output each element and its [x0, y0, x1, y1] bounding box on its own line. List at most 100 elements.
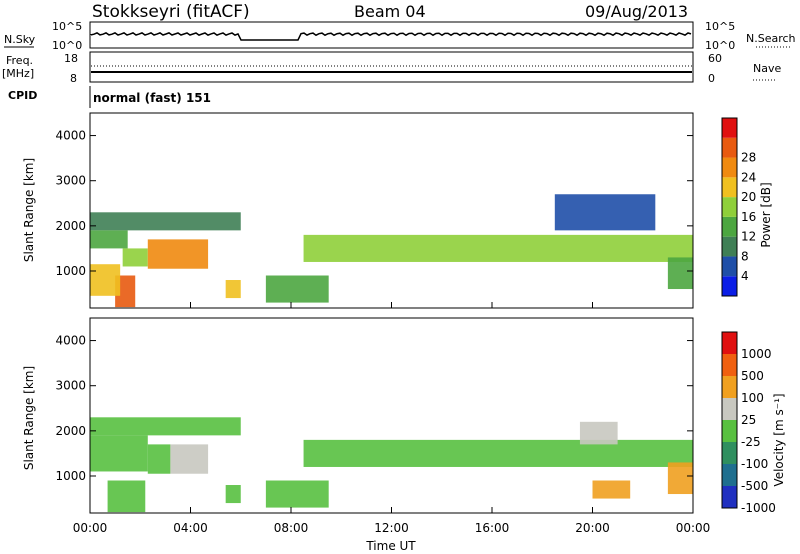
nsky-tick-bottom-right: 10^0: [705, 39, 735, 52]
velocity-panel: 1000 2000 3000 4000 Slant Range [km]: [22, 317, 694, 514]
colorbar-tick-label: 25: [741, 413, 756, 427]
colorbar-swatch: [722, 177, 737, 198]
colorbar-swatch: [722, 157, 737, 178]
nsky-panel: N.Sky 10^5 10^0 10^5 10^0 N.Search: [4, 20, 796, 52]
power-region-10: [667, 257, 693, 290]
y-tick-label: 1000: [55, 469, 86, 483]
velocity-y-axis: 1000 2000 3000 4000: [55, 334, 693, 483]
x-tick-label: 16:00: [475, 521, 510, 535]
nsky-tick-top-right: 10^5: [705, 20, 735, 33]
nsky-trace: [90, 32, 692, 41]
velocity-region-2: [147, 444, 171, 474]
velocity-region-1: [90, 435, 148, 472]
y-tick-label: 4000: [55, 334, 86, 348]
freq-tick-top-left: 18: [64, 52, 78, 65]
x-tick-label: 00:00: [676, 521, 711, 535]
colorbar-swatch: [722, 442, 737, 464]
x-tick-label: 12:00: [374, 521, 409, 535]
power-region-2: [122, 248, 148, 267]
cpid-label: CPID: [8, 89, 37, 102]
power-region-9: [265, 275, 329, 303]
colorbar-tick-label: -500: [741, 479, 768, 493]
colorbar-swatch: [722, 332, 737, 354]
velocity-region-3: [170, 444, 209, 474]
power-colorbar: 4 8 12 16 20 24 28 Power [dB]: [721, 117, 773, 297]
y-tick-label: 1000: [55, 264, 86, 278]
colorbar-swatch: [722, 216, 737, 237]
x-tick-label: 08:00: [274, 521, 309, 535]
nave-label: Nave: [753, 62, 781, 75]
colorbar-tick-label: 8: [741, 249, 749, 263]
power-region-0: [90, 212, 241, 231]
velocity-region-5: [225, 485, 241, 504]
power-y-label: Slant Range [km]: [22, 158, 36, 262]
colorbar-tick-label: 24: [741, 170, 756, 184]
power-region-7: [303, 234, 693, 262]
y-tick-label: 4000: [55, 129, 86, 143]
x-tick-label: 00:00: [73, 521, 108, 535]
freq-tick-top-right: 60: [708, 52, 722, 65]
freq-label-line2: [MHz]: [2, 67, 34, 80]
colorbar-tick-label: -25: [741, 435, 761, 449]
nsky-tick-bottom-left: 10^0: [52, 39, 82, 52]
power-region-1: [90, 230, 128, 249]
colorbar-swatch: [722, 420, 737, 442]
velocity-region-6: [303, 439, 693, 467]
nsky-label: N.Sky: [4, 33, 36, 46]
velocity-y-label: Slant Range [km]: [22, 366, 36, 470]
velocity-region-4: [107, 480, 146, 513]
cpid-mode: normal (fast) 151: [93, 91, 211, 105]
velocity-colorbar-swatches: [721, 331, 738, 509]
y-tick-label: 2000: [55, 219, 86, 233]
colorbar-swatch: [722, 236, 737, 257]
colorbar-swatch: [722, 354, 737, 376]
y-tick-label: 3000: [55, 379, 86, 393]
power-region-6: [225, 280, 241, 299]
colorbar-swatch: [722, 376, 737, 398]
time-axis: 00:00 04:00 08:00 12:00 16:00 20:00 00:00: [73, 302, 711, 535]
beam-title: Beam 04: [354, 2, 426, 21]
colorbar-swatch: [722, 276, 737, 296]
velocity-region-8: [579, 421, 618, 445]
power-panel: 1000 2000 3000 4000 Slant Range [km]: [22, 112, 694, 309]
colorbar-tick-label: 4: [741, 269, 749, 283]
freq-panel: Freq. [MHz] 18 8 60 0 Nave CPID normal (…: [2, 51, 781, 108]
power-region-8: [554, 194, 656, 231]
x-axis-label: Time UT: [365, 539, 416, 553]
colorbar-swatch: [722, 398, 737, 420]
colorbar-tick-label: 28: [741, 151, 756, 165]
power-region-3: [147, 239, 209, 269]
velocity-region-7: [265, 480, 329, 508]
y-tick-label: 2000: [55, 424, 86, 438]
x-tick-label: 20:00: [575, 521, 610, 535]
velocity-colorbar: 1000 500 100 25 -25 -100 -500 -1000 Velocity [m…: [721, 331, 786, 515]
colorbar-tick-label: 16: [741, 210, 756, 224]
nsky-tick-top-left: 10^5: [52, 20, 82, 33]
station-title: Stokkseyri (fitACF): [92, 2, 250, 22]
power-region-5: [90, 264, 121, 296]
freq-tick-bottom-left: 8: [70, 72, 77, 85]
power-colorbar-label: Power [dB]: [759, 182, 773, 247]
power-colorbar-swatches: [721, 117, 738, 297]
colorbar-tick-label: 12: [741, 230, 756, 244]
colorbar-swatch: [722, 486, 737, 508]
nsky-line: [90, 32, 692, 41]
colorbar-tick-label: 1000: [741, 347, 772, 361]
colorbar-tick-label: 20: [741, 190, 756, 204]
x-tick-label: 04:00: [173, 521, 208, 535]
colorbar-swatch: [722, 464, 737, 486]
power-colorbar-ticks: 4 8 12 16 20 24 28: [741, 151, 756, 284]
velocity-colorbar-ticks: 1000 500 100 25 -25 -100 -500 -1000: [741, 347, 776, 515]
colorbar-frame: [721, 331, 738, 509]
y-tick-label: 3000: [55, 174, 86, 188]
colorbar-tick-label: -100: [741, 457, 768, 471]
velocity-colorbar-label: Velocity [m s⁻¹]: [772, 393, 786, 486]
velocity-region-0: [90, 417, 241, 436]
nsearch-label: N.Search: [746, 32, 796, 45]
freq-label-line1: Freq.: [6, 54, 33, 67]
colorbar-swatch: [722, 197, 737, 217]
colorbar-swatch: [722, 137, 737, 158]
date-title: 09/Aug/2013: [585, 2, 688, 21]
colorbar-tick-label: -1000: [741, 501, 776, 515]
